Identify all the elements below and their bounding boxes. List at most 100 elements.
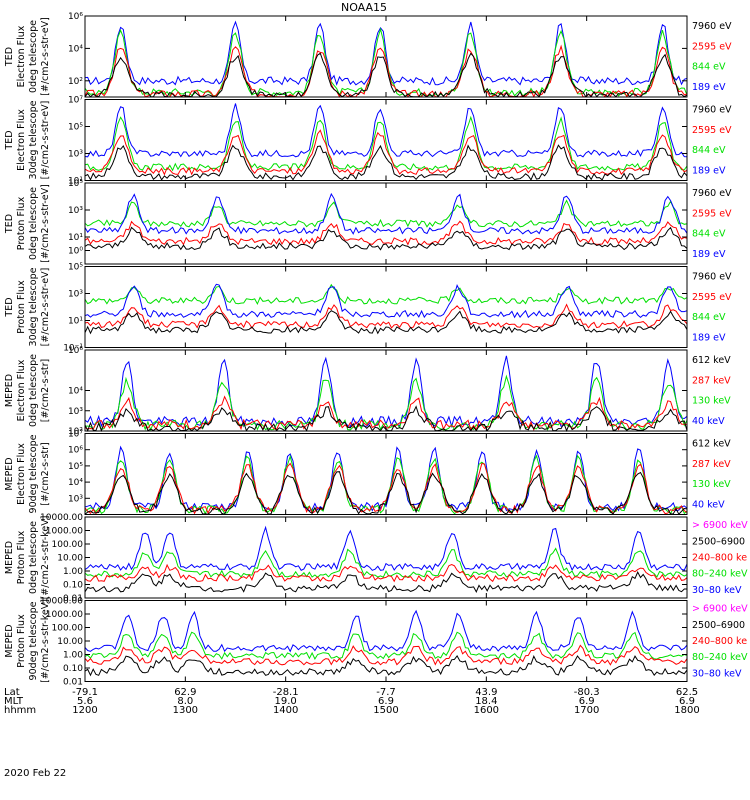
axis-row-value: 1200 xyxy=(72,705,97,716)
axis-row-value: 1700 xyxy=(574,705,599,716)
axis-row-value: 6.9 xyxy=(378,696,394,707)
legend-entry: 7960 eV xyxy=(692,105,732,116)
series-line-3 xyxy=(84,563,688,583)
y-tick-label: 10⁰ xyxy=(68,247,83,257)
y-axis-label-line: 30deg telescope xyxy=(28,267,39,346)
series-line-1 xyxy=(84,283,688,306)
y-axis-label-line: Proton Flux xyxy=(16,614,27,668)
series-line-2 xyxy=(84,115,688,172)
series-line-2 xyxy=(84,192,688,235)
panel-2: 10¹ 10³ 10⁵ 10⁷ TED Electron Flux 30deg telesc… xyxy=(4,96,732,187)
axis-row-value: 1500 xyxy=(373,705,398,716)
y-tick-label: 10.00 xyxy=(57,554,83,564)
legend-entry: 189 eV xyxy=(692,332,726,343)
y-tick-label: 10³ xyxy=(68,290,83,300)
legend-entry: 844 eV xyxy=(692,145,726,156)
axis-row-value: 1800 xyxy=(674,705,699,716)
axis-row-value: 62.5 xyxy=(676,687,698,698)
legend-entry: 40 keV xyxy=(692,499,725,510)
legend-entry: 612 keV xyxy=(692,355,731,366)
y-axis-label-line: [#/cm2-s-str-keV] xyxy=(40,516,51,600)
y-tick-label: 100.00 xyxy=(52,540,84,550)
legend-entry: > 6900 keV xyxy=(692,604,748,615)
panel-8: 0.01 0.10 1.00 10.00 100.00 1000.00 10000.00 ME… xyxy=(4,597,748,688)
legend-entry: 287 keV xyxy=(692,375,731,386)
series-line-2 xyxy=(84,283,688,319)
series-line-2 xyxy=(84,631,688,660)
y-tick-label: 10² xyxy=(68,427,83,437)
y-tick-label: 0.10 xyxy=(63,664,83,674)
y-axis-label-line: [#/cm2-s-str-eV] xyxy=(40,17,51,96)
legend-entry: > 6900 keV xyxy=(692,520,748,531)
y-tick-label: 10¹ xyxy=(68,317,83,327)
y-tick-label: 10⁻¹ xyxy=(63,344,83,354)
y-axis-label-line: 90deg telescope xyxy=(28,434,39,513)
legend-entry: 240–800 ke xyxy=(692,553,747,564)
y-axis-label-line: 0deg telescope xyxy=(28,521,39,594)
y-axis-label-line: Proton Flux xyxy=(16,196,27,250)
panel-frame xyxy=(84,600,688,682)
series-line-1 xyxy=(84,525,688,572)
legend-entry: 844 eV xyxy=(692,62,726,73)
y-tick-label: 0.01 xyxy=(63,594,83,604)
y-tick-label: 1000.00 xyxy=(46,610,83,620)
axis-row-value: 6.9 xyxy=(579,696,595,707)
panel-6: 10³ 10⁴ 10⁵ 10⁶ 10⁷ MEPED Electron Flux 90deg t… xyxy=(4,430,731,516)
y-axis-label-line: [#/cm2-s-str-keV] xyxy=(40,599,51,683)
y-tick-label: 10⁷ xyxy=(68,96,83,106)
y-tick-label: 10⁵ xyxy=(68,179,83,189)
axis-row-value: 1300 xyxy=(173,705,198,716)
legend-entry: 189 eV xyxy=(692,165,726,176)
y-axis-label-line: Electron Flux xyxy=(16,25,27,87)
y-tick-label: 10000.00 xyxy=(40,513,83,523)
y-tick-label: 10⁵ xyxy=(68,123,83,133)
axis-row-value: 1600 xyxy=(474,705,499,716)
legend-entry: 844 eV xyxy=(692,229,726,240)
y-tick-label: 10⁶ xyxy=(68,446,83,456)
axis-row-value: -7.7 xyxy=(376,687,396,698)
bottom-axis: Lat -79.1 62.9 -28.1 -7.7 43.9 -80.3 62.5 MLT 5.6… xyxy=(4,687,700,716)
legend-entry: 7960 eV xyxy=(692,188,732,199)
series-line-3 xyxy=(84,303,688,329)
legend-entry: 2595 eV xyxy=(692,208,732,219)
legend-entry: 7960 eV xyxy=(692,272,732,283)
y-tick-label: 10² xyxy=(68,77,83,87)
y-axis-label-line: 0deg telescope xyxy=(28,354,39,427)
axis-row-value: 18.4 xyxy=(475,696,497,707)
series-line-4 xyxy=(84,144,688,181)
series-line-3 xyxy=(84,129,688,176)
y-tick-label: 0.01 xyxy=(63,678,83,688)
axis-row-label: Lat xyxy=(4,687,20,698)
y-axis-label-line: 0deg telescope xyxy=(28,187,39,260)
legend-entry: 130 keV xyxy=(692,396,731,407)
y-axis-label-line: TED xyxy=(4,47,15,67)
y-tick-label: 10¹ xyxy=(68,233,83,243)
y-tick-label: 10³ xyxy=(68,150,83,160)
axis-row-value: -80.3 xyxy=(574,687,600,698)
y-axis-label-line: MEPED xyxy=(4,624,15,657)
series-line-4 xyxy=(84,571,687,593)
y-axis-label-line: 30deg telescope xyxy=(28,100,39,179)
series-line-2 xyxy=(84,547,688,579)
y-axis-label-line: Proton Flux xyxy=(16,280,27,334)
y-tick-label: 10.00 xyxy=(57,637,83,647)
legend-entry: 30–80 keV xyxy=(692,668,742,679)
y-axis-label-line: Electron Flux xyxy=(16,359,27,421)
date-label: 2020 Feb 22 xyxy=(4,768,66,779)
axis-row-value: -28.1 xyxy=(273,687,299,698)
y-tick-label: 1000.00 xyxy=(46,527,83,537)
legend-entry: 7960 eV xyxy=(692,21,732,32)
panel-7: 0.01 0.10 1.00 10.00 100.00 1000.00 10000.00 ME… xyxy=(4,513,748,604)
y-tick-label: 100.00 xyxy=(52,624,84,634)
legend-entry: 189 eV xyxy=(692,82,726,93)
axis-row-label: MLT xyxy=(4,696,24,707)
y-tick-label: 10⁵ xyxy=(68,462,83,472)
y-tick-label: 10000.00 xyxy=(40,597,83,607)
series-line-1 xyxy=(84,199,688,228)
panel-4: 10⁻¹ 10¹ 10³ 10⁵ TED Proton Flux 30deg telesco… xyxy=(4,263,732,354)
y-tick-label: 10⁴ xyxy=(68,478,83,488)
legend-entry: 2595 eV xyxy=(692,41,732,52)
axis-row-value: -79.1 xyxy=(72,687,98,698)
y-axis-label-line: [#/cm2-s-str-eV] xyxy=(40,268,51,347)
